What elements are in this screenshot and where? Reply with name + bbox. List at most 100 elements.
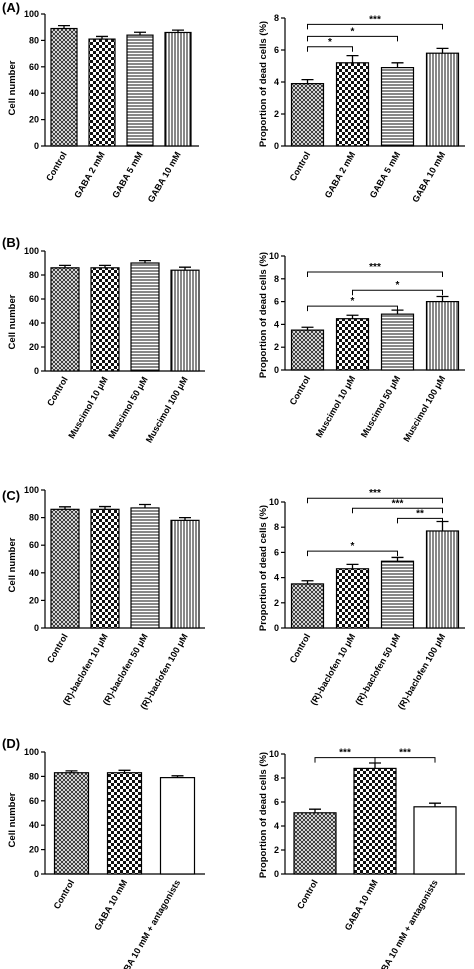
significance-label: *** — [369, 488, 381, 499]
bar — [50, 508, 80, 629]
error-bar — [309, 808, 321, 813]
error-bar — [391, 62, 404, 68]
y-tick-label: 4 — [274, 821, 279, 831]
y-tick-label: 0 — [274, 623, 279, 633]
category-label: Control — [44, 150, 69, 183]
category-label: Control — [45, 375, 70, 408]
bar — [90, 508, 120, 629]
significance-label: *** — [392, 498, 404, 509]
category-label: Control — [295, 878, 320, 911]
error-bar — [59, 506, 71, 510]
error-bar — [96, 35, 108, 40]
bar — [126, 34, 154, 147]
error-bar — [301, 326, 314, 331]
y-tick-label: 6 — [274, 547, 279, 557]
panel-b-cell-number: (B) Cell number 0 20 40 60 80 100 Control Mus… — [2, 235, 205, 445]
category-label: GABA 2 mM — [323, 150, 357, 200]
significance-bracket — [307, 550, 398, 557]
error-bar — [429, 802, 441, 807]
error-bar — [99, 264, 111, 268]
y-tick-label: 60 — [29, 540, 39, 550]
category-label: (R)-baclofen 10 μM — [61, 632, 110, 707]
bar — [380, 66, 415, 147]
bar — [425, 301, 460, 371]
category-label: (R)-baclofen 100 μM — [138, 632, 189, 711]
category-label: (R)-baclofen 50 μM — [353, 632, 402, 707]
significance-bracket — [307, 497, 443, 504]
y-axis-label: Proportion of dead cells (%) — [258, 21, 269, 147]
y-tick-label: 2 — [274, 109, 279, 119]
error-bar — [391, 556, 404, 562]
bar — [353, 767, 397, 875]
bar — [413, 806, 457, 875]
error-bar — [346, 54, 359, 63]
error-bar — [391, 309, 404, 315]
error-bar — [171, 775, 184, 778]
y-tick-label: 8 — [274, 13, 279, 23]
y-tick-label: 60 — [29, 62, 39, 72]
significance-bracket — [374, 757, 436, 763]
bar — [290, 329, 325, 371]
panel-d-dead-cells: Proportion of dead cells (%) 0 2 4 6 8 10 ***… — [258, 748, 465, 969]
bar — [380, 560, 415, 629]
y-tick-label: 80 — [29, 513, 39, 523]
y-axis-label: Proportion of dead cells (%) — [258, 252, 269, 378]
y-tick-label: 80 — [29, 270, 39, 280]
y-tick-label: 100 — [24, 747, 39, 757]
error-bar — [59, 264, 71, 268]
y-tick-label: 10 — [269, 251, 279, 261]
y-axis-label: Proportion of dead cells (%) — [258, 752, 269, 878]
panel-label-d: (D) — [2, 736, 20, 751]
category-label: GABA 10 mM — [146, 150, 183, 204]
category-label: GABA 10 mM — [343, 878, 380, 932]
error-bar — [65, 770, 78, 773]
y-axis-label: Cell number — [7, 537, 18, 592]
y-tick-label: 40 — [29, 820, 39, 830]
panel-d-cell-number: (D) Cell number 0 20 40 60 80 100 Control GAB… — [2, 736, 205, 969]
y-tick-label: 20 — [29, 115, 39, 125]
y-tick-label: 0 — [34, 869, 39, 879]
bar — [159, 777, 196, 875]
category-label: (R)-baclofen 50 μM — [101, 632, 150, 707]
significance-bracket — [307, 46, 353, 52]
significance-bracket — [307, 35, 398, 42]
category-label: (R)-baclofen 100 μM — [396, 632, 447, 711]
bar — [88, 38, 116, 147]
y-tick-label: 8 — [274, 522, 279, 532]
significance-label: * — [328, 37, 332, 48]
significance-bracket — [307, 271, 443, 277]
error-bar — [301, 78, 314, 84]
category-label: Muscimol 100 μM — [144, 375, 190, 445]
bar — [90, 267, 120, 372]
y-axis-label: Cell number — [7, 60, 18, 115]
bar — [380, 313, 415, 371]
significance-bracket — [352, 507, 443, 514]
y-tick-label: 6 — [274, 297, 279, 307]
y-tick-label: 2 — [274, 598, 279, 608]
y-tick-label: 100 — [24, 9, 39, 19]
y-tick-label: 0 — [274, 141, 279, 151]
y-tick-label: 10 — [269, 749, 279, 759]
panel-label-b: (B) — [2, 235, 20, 250]
bar — [130, 262, 160, 372]
error-bar — [346, 314, 359, 319]
category-label: Control — [45, 632, 70, 665]
y-tick-label: 4 — [274, 77, 279, 87]
panel-b-dead-cells: Proportion of dead cells (%) 0 2 4 6 8 10 * *… — [258, 251, 465, 444]
y-tick-label: 0 — [274, 365, 279, 375]
bar — [170, 269, 200, 372]
y-tick-label: 60 — [29, 294, 39, 304]
bar — [335, 318, 370, 371]
y-tick-label: 80 — [29, 35, 39, 45]
panel-c-dead-cells: Proportion of dead cells (%) 0 2 4 6 8 10 * *… — [258, 488, 465, 711]
y-axis-label: Proportion of dead cells (%) — [258, 505, 269, 631]
significance-label: * — [396, 280, 400, 291]
significance-label: *** — [369, 14, 381, 25]
y-tick-label: 0 — [274, 869, 279, 879]
significance-bracket — [352, 289, 443, 296]
bar — [290, 82, 325, 147]
y-tick-label: 2 — [274, 342, 279, 352]
bar — [53, 772, 90, 875]
error-bar — [134, 31, 146, 36]
bar — [170, 519, 200, 629]
